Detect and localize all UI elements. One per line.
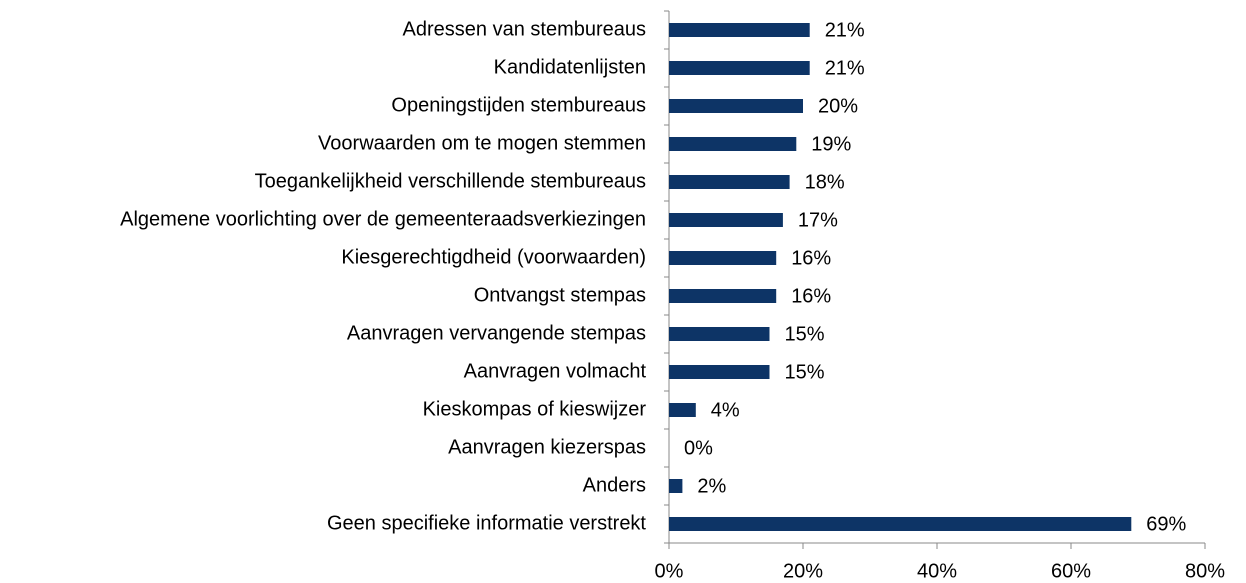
bar — [669, 99, 803, 113]
y-tick-label: Openingstijden stembureaus — [391, 94, 646, 116]
bar — [669, 327, 770, 341]
bar — [669, 365, 770, 379]
bar — [669, 213, 783, 227]
y-tick-label: Geen specifieke informatie verstrekt — [327, 512, 646, 534]
bar — [669, 61, 810, 75]
y-tick-label: Ontvangst stempas — [474, 284, 646, 306]
value-label: 20% — [818, 95, 858, 117]
bar — [669, 137, 797, 151]
value-label: 4% — [711, 399, 740, 421]
x-tick-label: 80% — [1185, 560, 1225, 582]
value-label: 16% — [791, 247, 831, 269]
y-tick-label: Aanvragen vervangende stempas — [347, 322, 646, 344]
bar — [669, 251, 777, 265]
value-label: 69% — [1146, 513, 1186, 535]
bar — [669, 479, 683, 493]
bar — [669, 403, 696, 417]
y-tick-label: Kiesgerechtigdheid (voorwaarden) — [341, 246, 646, 268]
value-label: 21% — [825, 57, 865, 79]
value-label: 19% — [811, 133, 851, 155]
value-label: 18% — [805, 171, 845, 193]
bar — [669, 23, 810, 37]
value-label: 17% — [798, 209, 838, 231]
y-tick-label: Toegankelijkheid verschillende stemburea… — [255, 170, 646, 192]
bar — [669, 517, 1132, 531]
y-tick-label: Kandidatenlijsten — [494, 56, 646, 78]
value-label: 21% — [825, 19, 865, 41]
y-tick-label: Voorwaarden om te mogen stemmen — [318, 132, 646, 154]
x-tick-label: 20% — [783, 560, 823, 582]
value-label: 2% — [697, 475, 726, 497]
bar — [669, 175, 790, 189]
value-label: 15% — [785, 361, 825, 383]
y-tick-label: Anders — [583, 474, 646, 496]
y-tick-label: Aanvragen volmacht — [464, 360, 647, 382]
y-tick-label: Algemene voorlichting over de gemeentera… — [120, 208, 646, 230]
x-tick-label: 60% — [1051, 560, 1091, 582]
y-tick-label: Kieskompas of kieswijzer — [423, 398, 647, 420]
x-tick-label: 40% — [917, 560, 957, 582]
bar — [669, 289, 777, 303]
value-label: 0% — [684, 437, 713, 459]
x-tick-label: 0% — [655, 560, 684, 582]
y-tick-label: Aanvragen kiezerspas — [448, 436, 646, 458]
value-label: 15% — [785, 323, 825, 345]
value-label: 16% — [791, 285, 831, 307]
y-tick-label: Adressen van stembureaus — [403, 18, 646, 40]
